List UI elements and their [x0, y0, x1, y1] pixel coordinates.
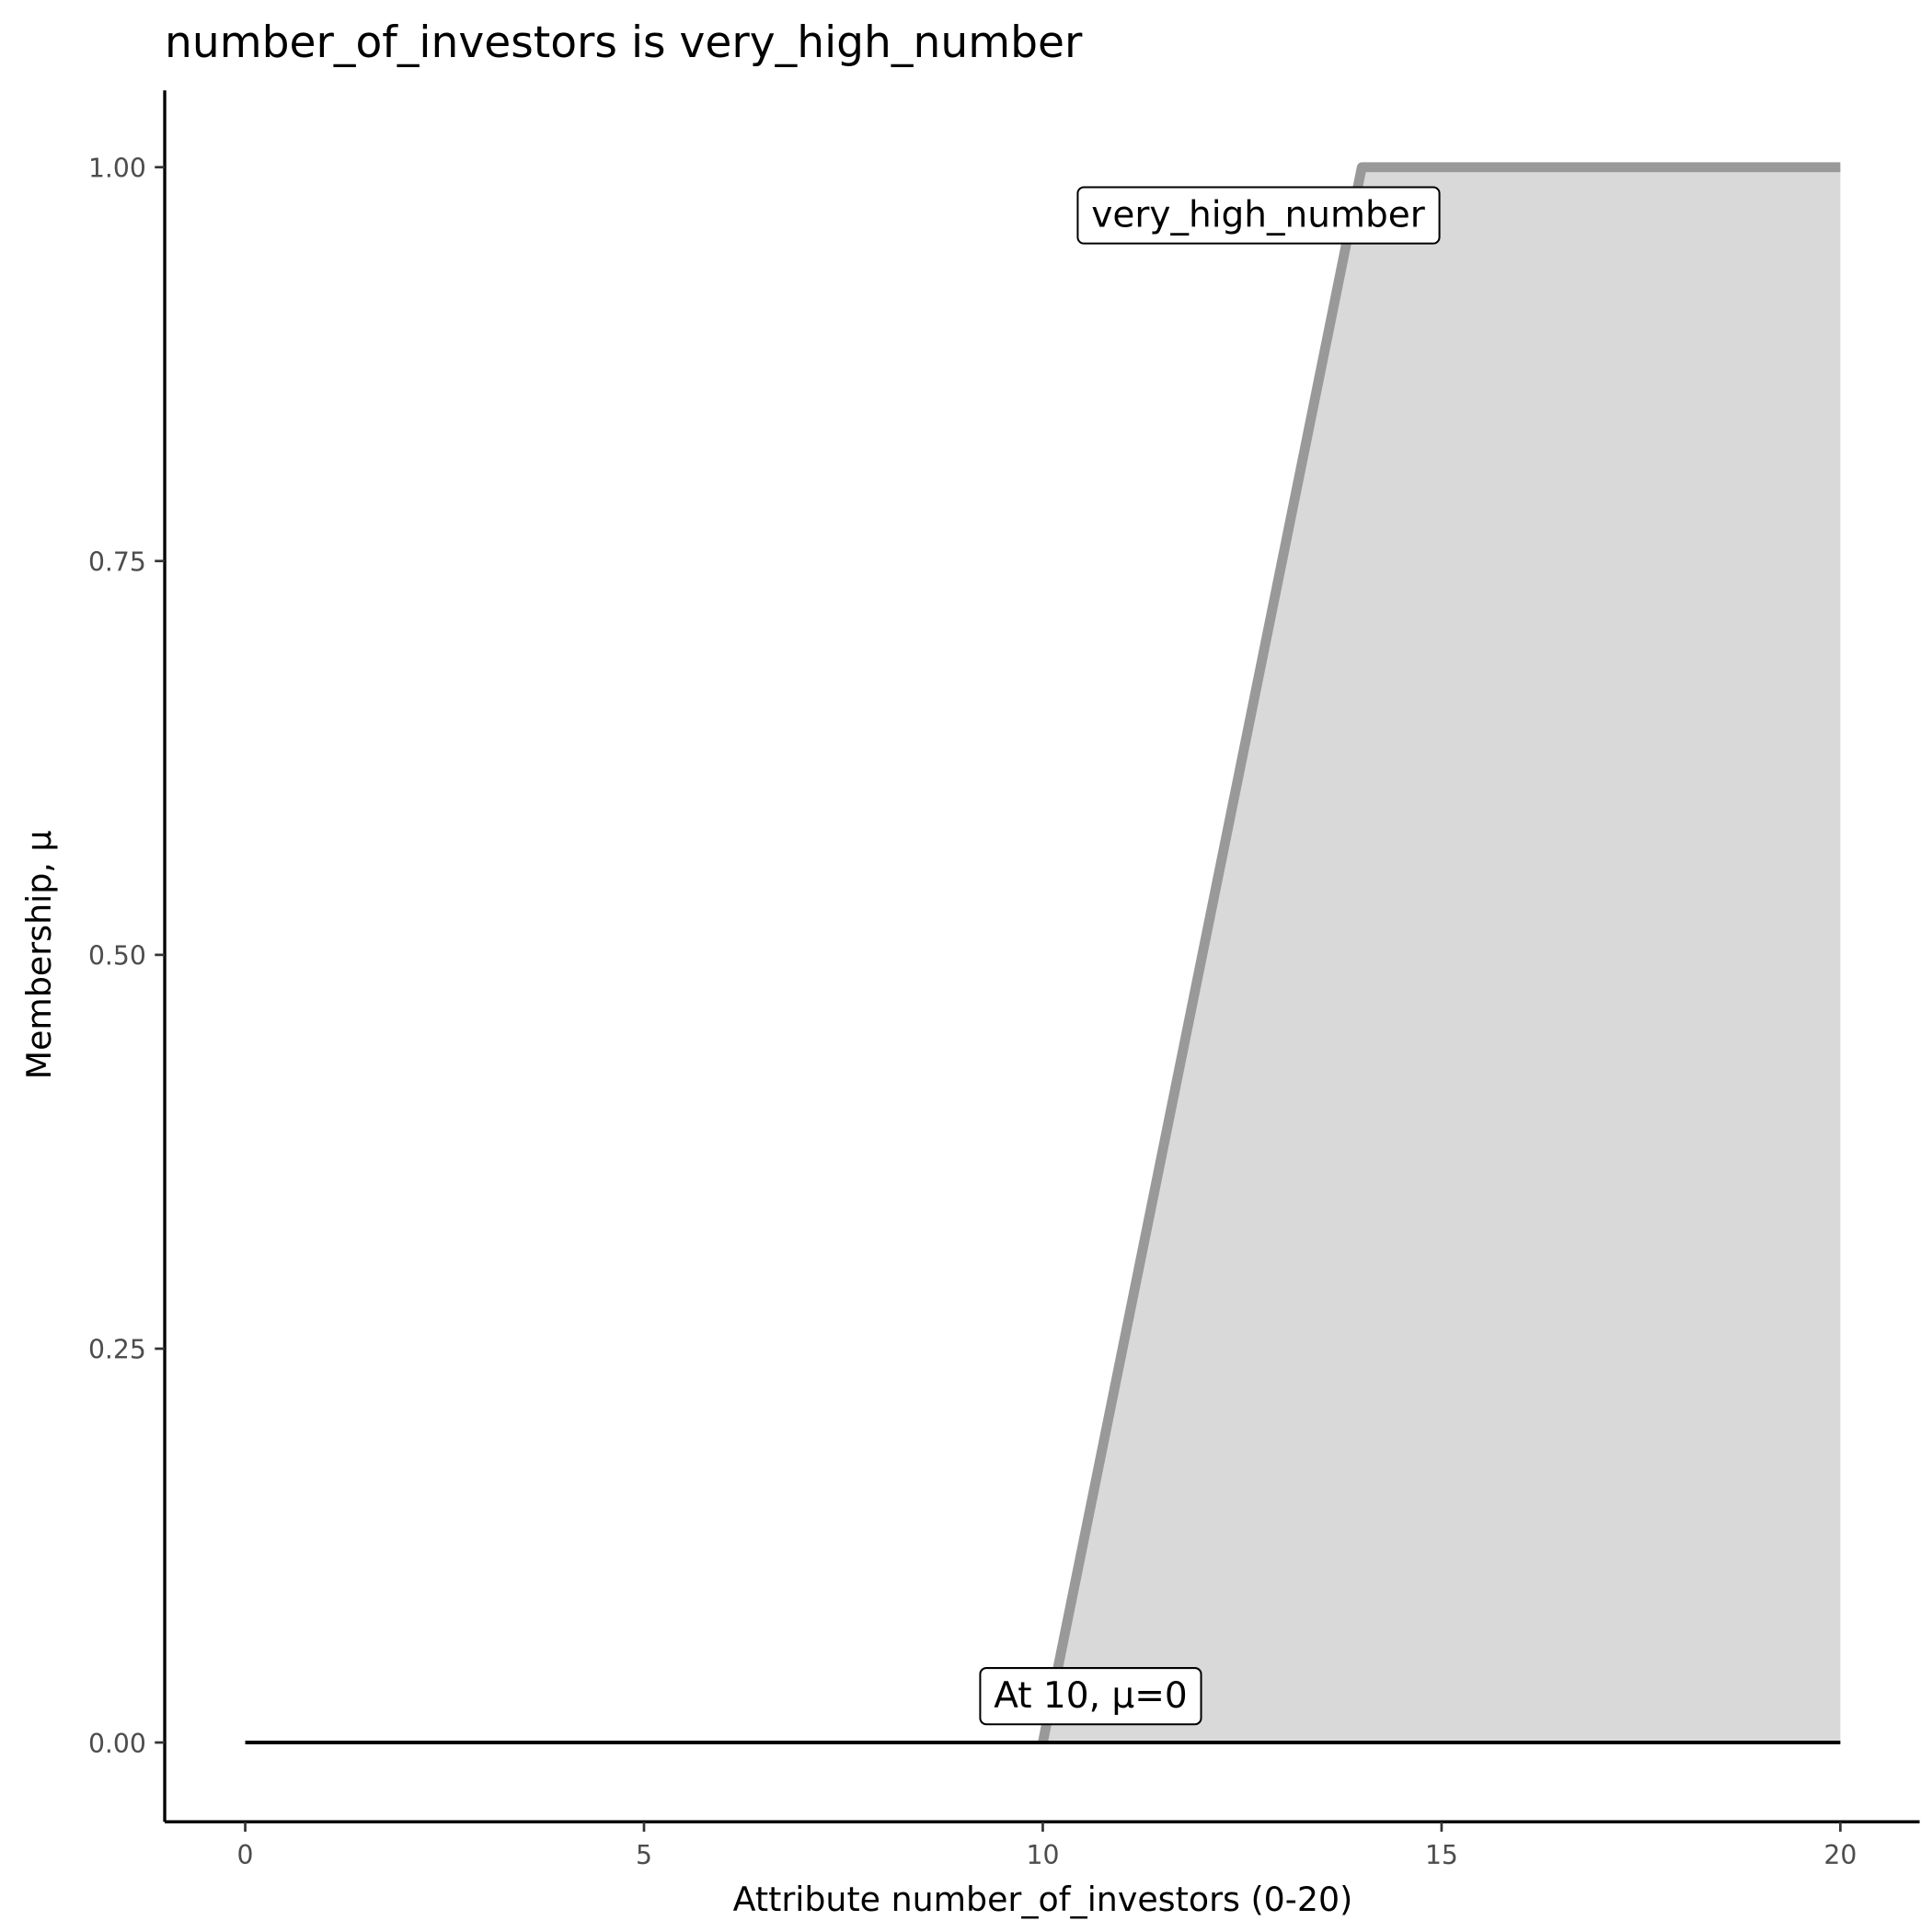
y-tick-label: 1.00 — [88, 154, 146, 184]
y-ticks: 0.00 0.25 0.50 0.75 1.00 — [88, 154, 166, 1759]
y-tick-label: 0.75 — [88, 547, 146, 578]
x-tick-label: 20 — [1823, 1840, 1857, 1870]
y-axis-title: Membership, μ — [19, 831, 59, 1080]
y-tick-label: 0.25 — [88, 1335, 146, 1365]
annotation-label: very_high_number — [1076, 186, 1441, 245]
membership-line — [1038, 162, 1841, 1744]
y-tick-label: 0.50 — [88, 941, 146, 972]
x-tick-label: 15 — [1425, 1840, 1458, 1870]
x-axis-title: Attribute number_of_investors (0-20) — [733, 1880, 1353, 1919]
annotations: very_high_number At 10, μ=0 — [979, 186, 1441, 1726]
x-tick-label: 5 — [636, 1840, 652, 1870]
annotation-label: At 10, μ=0 — [979, 1667, 1202, 1726]
y-tick-label: 0.00 — [88, 1729, 146, 1759]
x-ticks: 0 5 10 15 20 — [237, 1822, 1857, 1870]
membership-fill — [1042, 167, 1841, 1743]
x-tick-label: 10 — [1026, 1840, 1059, 1870]
annotation-text: At 10, μ=0 — [994, 1675, 1188, 1717]
x-tick-label: 0 — [237, 1840, 254, 1870]
plot-area — [245, 162, 1841, 1745]
annotation-text: very_high_number — [1091, 195, 1426, 236]
chart-title: number_of_investors is very_high_number — [165, 17, 1083, 68]
